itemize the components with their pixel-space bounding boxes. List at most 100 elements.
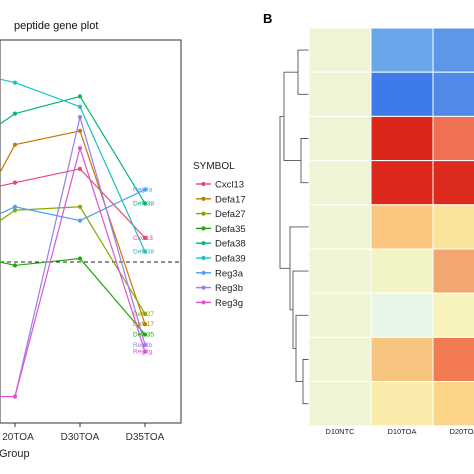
- heatmap-cell: [370, 71, 434, 117]
- data-point: [77, 256, 83, 261]
- series-line: [0, 257, 146, 335]
- dendrogram-branch: [295, 314, 309, 383]
- end-label: Reg3g: [133, 349, 153, 356]
- data-point: [12, 80, 18, 85]
- heatmap-cell: [308, 71, 372, 117]
- dendrogram-branch: [279, 115, 290, 269]
- end-label: Defa38: [133, 249, 154, 256]
- heatmap-cell: [308, 160, 372, 206]
- series-reg3g: [0, 145, 148, 399]
- end-labels: Cxcl13 Defa17 Defa27 Defa35 Defa38 Defa38 Reg3…: [133, 187, 154, 356]
- heatmap-cell: [308, 115, 372, 162]
- series-defa39: [0, 78, 148, 254]
- legend-item: Defa17: [196, 194, 246, 205]
- heatmap-column-label: D10NTC: [325, 427, 355, 436]
- legend-item: Reg3a: [196, 268, 244, 279]
- data-point: [77, 146, 83, 151]
- x-tick-label: D35TOA: [126, 432, 165, 443]
- series-cxcl13: [0, 166, 148, 240]
- data-point: [12, 208, 18, 213]
- data-point: [77, 115, 83, 120]
- legend-label: Defa35: [215, 224, 246, 235]
- legend-label: Defa27: [215, 209, 246, 220]
- data-point: [142, 249, 148, 254]
- x-axis-title: Group: [0, 448, 30, 460]
- legend-item: Defa35: [196, 224, 246, 235]
- legend-label: Reg3a: [215, 268, 244, 279]
- heatmap-cell: [308, 204, 372, 250]
- heatmap-cell: [432, 27, 474, 73]
- legend-items: Cxcl13 Defa17 Defa27 Defa35 Defa38 Defa39 Reg3…: [196, 180, 246, 309]
- row-dendrogram: [279, 49, 309, 405]
- series-defa35: [0, 256, 148, 337]
- series-line: [0, 78, 146, 252]
- heatmap-cell: [370, 160, 434, 206]
- series-layer: [0, 78, 148, 399]
- heatmap-panel: B D10NTC D10TOA D20TOA: [263, 11, 474, 436]
- data-point: [77, 128, 83, 133]
- legend-label: Reg3b: [215, 283, 243, 294]
- legend-key-point: [201, 285, 206, 290]
- legend-key-point: [201, 226, 206, 231]
- heatmap-cell: [308, 381, 372, 427]
- panel-b-label: B: [263, 11, 272, 26]
- heatmap-cell: [370, 204, 434, 250]
- heatmap-cell: [432, 292, 474, 338]
- heatmap-cell: [432, 248, 474, 294]
- data-point: [142, 235, 148, 240]
- series-line: [0, 145, 146, 398]
- data-point: [12, 111, 18, 116]
- legend-key-point: [201, 196, 206, 201]
- data-point: [142, 322, 148, 327]
- heatmap-cell: [370, 381, 434, 427]
- dendrogram-branch: [297, 49, 309, 95]
- x-tick-label: 20TOA: [2, 432, 34, 443]
- line-chart-panel: peptide gene plot 20TOA D30TOA D35TOA Grou…: [0, 20, 182, 460]
- legend-key-point: [201, 300, 206, 305]
- heatmap-cell: [432, 115, 474, 162]
- data-point: [12, 204, 18, 209]
- end-label: Defa38: [133, 200, 154, 207]
- heatmap-cell: [432, 160, 474, 206]
- data-point: [142, 201, 148, 206]
- legend-label: Reg3g: [215, 298, 243, 309]
- end-label: Defa17: [133, 321, 154, 328]
- legend-item: Reg3b: [196, 283, 243, 294]
- heatmap-cell: [432, 381, 474, 427]
- data-point: [77, 218, 83, 223]
- data-point: [142, 349, 148, 354]
- legend-label: Cxcl13: [215, 180, 244, 191]
- series-defa17: [0, 128, 148, 327]
- legend-item: Defa38: [196, 239, 246, 250]
- heatmap-column-label: D20TOA: [449, 427, 474, 436]
- data-point: [12, 263, 18, 268]
- data-point: [12, 142, 18, 147]
- data-point: [12, 180, 18, 185]
- legend-title: SYMBOL: [193, 161, 235, 172]
- heatmap-cell: [370, 292, 434, 338]
- data-point: [142, 342, 148, 347]
- series-defa38: [0, 94, 148, 206]
- legend-label: Defa39: [215, 254, 246, 265]
- data-point: [142, 187, 148, 192]
- heatmap-cell: [308, 27, 372, 73]
- series-line: [0, 130, 146, 325]
- x-axis-ticks: 20TOA D30TOA D35TOA: [2, 423, 165, 443]
- data-point: [77, 94, 83, 99]
- legend-label: Defa17: [215, 194, 246, 205]
- series-line: [0, 168, 146, 239]
- heatmap-cell: [308, 292, 372, 338]
- series-defa27: [0, 204, 148, 316]
- legend-label: Defa38: [215, 239, 246, 250]
- data-point: [142, 311, 148, 316]
- data-point: [12, 394, 18, 399]
- end-label: Defa27: [133, 311, 154, 318]
- legend-key-point: [201, 211, 206, 216]
- legend-key-point: [201, 241, 206, 246]
- legend-item: Defa39: [196, 254, 246, 265]
- dendrogram-branch: [302, 359, 309, 405]
- heatmap-cell: [308, 336, 372, 383]
- heatmap-cells: [308, 27, 474, 427]
- dendrogram-branch: [300, 138, 309, 184]
